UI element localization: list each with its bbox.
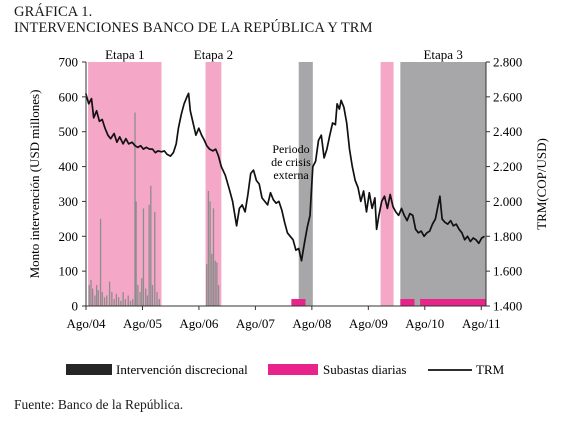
y-axis-title: Monto intervención (USD millones) <box>27 90 42 279</box>
discretionary-bar-25 <box>141 278 143 306</box>
discretionary-bar-14 <box>117 297 120 306</box>
shaded-period-3 <box>380 62 394 306</box>
daily-auction-bar-1 <box>400 299 415 306</box>
y-tick-label-1: 100 <box>59 264 79 279</box>
discretionary-bar-40 <box>214 260 216 306</box>
x-tick-label-4: Ago/08 <box>292 316 331 331</box>
discretionary-bar-39 <box>212 208 215 306</box>
y2-tick-label-5: 2.400 <box>493 124 522 139</box>
discretionary-bar-36 <box>207 190 210 306</box>
discretionary-bar-17 <box>124 299 127 306</box>
discretionary-bar-37 <box>209 201 211 306</box>
discretionary-bar-22 <box>135 201 137 306</box>
discretionary-bar-3 <box>94 295 96 306</box>
x-tick-label-0: Ago/04 <box>67 316 107 331</box>
discretionary-bar-6 <box>99 218 102 306</box>
stage-label-4: Etapa 3 <box>423 47 462 62</box>
discretionary-bar-16 <box>122 292 124 306</box>
y2-tick-label-4: 2.200 <box>493 159 522 174</box>
discretionary-bar-34 <box>158 299 160 306</box>
discretionary-bar-2 <box>92 288 94 306</box>
shaded-period-2 <box>298 62 313 306</box>
y2-tick-label-6: 2.600 <box>493 89 522 104</box>
discretionary-bar-31 <box>151 285 154 306</box>
discretionary-bar-12 <box>113 299 115 306</box>
discretionary-bar-9 <box>106 295 108 306</box>
discretionary-bar-32 <box>154 211 156 306</box>
discretionary-bar-23 <box>137 285 139 306</box>
discretionary-bar-38 <box>211 253 213 306</box>
crisis-annotation-line-0: Periodo <box>272 142 309 156</box>
discretionary-bar-21 <box>134 112 136 307</box>
discretionary-bar-11 <box>111 292 113 306</box>
discretionary-bar-41 <box>216 262 218 306</box>
y-tick-label-3: 300 <box>59 194 79 209</box>
x-tick-label-3: Ago/07 <box>236 316 276 331</box>
legend-label-trm: TRM <box>476 362 505 377</box>
discretionary-bar-15 <box>120 300 122 306</box>
discretionary-bar-8 <box>103 297 106 306</box>
discretionary-bar-4 <box>95 285 98 306</box>
legend-label-discrecional: Intervención discrecional <box>116 362 248 377</box>
figure-number: GRÁFICA 1. <box>14 4 93 20</box>
y-tick-label-4: 400 <box>59 159 79 174</box>
discretionary-bar-29 <box>148 204 150 306</box>
chart-title: INTERVENCIONES BANCO DE LA REPÚBLICA Y T… <box>14 20 373 36</box>
y2-tick-label-7: 2.800 <box>493 55 522 70</box>
source-note: Fuente: Banco de la República. <box>14 397 184 412</box>
discretionary-bar-27 <box>145 288 147 306</box>
y2-tick-label-1: 1.600 <box>493 264 522 279</box>
x-tick-label-5: Ago/09 <box>349 316 388 331</box>
discretionary-bar-30 <box>150 185 152 306</box>
y2-axis-title: TRM(COP/USD) <box>534 138 549 230</box>
x-tick-label-7: Ago/11 <box>462 316 501 331</box>
y-tick-label-0: 0 <box>72 299 79 314</box>
y-tick-label-6: 600 <box>59 89 79 104</box>
y2-tick-label-3: 2.000 <box>493 194 522 209</box>
discretionary-bar-24 <box>139 292 141 306</box>
x-tick-label-6: Ago/10 <box>405 316 444 331</box>
discretionary-bar-10 <box>108 281 111 306</box>
crisis-annotation-line-2: externa <box>273 168 309 182</box>
daily-auction-bar-2 <box>420 299 487 306</box>
x-tick-label-2: Ago/06 <box>179 316 219 331</box>
daily-auction-bar-0 <box>291 299 306 306</box>
trm-line <box>84 92 485 262</box>
crisis-annotation-line-1: de crisis <box>271 155 311 169</box>
discretionary-bar-35 <box>206 264 208 306</box>
y2-tick-label-0: 1.400 <box>493 299 522 314</box>
y2-tick-label-2: 1.800 <box>493 229 522 244</box>
legend-swatch-subastas <box>268 364 318 375</box>
discretionary-bar-18 <box>127 295 129 306</box>
discretionary-bar-19 <box>129 300 132 306</box>
discretionary-bar-28 <box>146 295 149 306</box>
legend-label-subastas: Subastas diarias <box>323 362 406 377</box>
discretionary-bar-5 <box>97 290 99 306</box>
x-tick-label-1: Ago/05 <box>123 316 162 331</box>
y-tick-label-7: 700 <box>59 55 79 70</box>
discretionary-bar-26 <box>142 208 145 306</box>
discretionary-bar-42 <box>217 285 220 306</box>
discretionary-bar-20 <box>132 299 134 306</box>
legend-swatch-discrecional <box>66 364 112 375</box>
shaded-period-4 <box>400 62 486 306</box>
y-tick-label-5: 500 <box>59 124 79 139</box>
y-tick-label-2: 200 <box>59 229 79 244</box>
discretionary-bar-0 <box>88 285 90 306</box>
discretionary-bar-13 <box>115 293 118 306</box>
discretionary-bar-7 <box>101 292 103 306</box>
stage-label-1: Etapa 2 <box>194 47 233 62</box>
stage-label-0: Etapa 1 <box>105 47 144 62</box>
discretionary-bar-33 <box>156 292 158 306</box>
discretionary-bar-1 <box>90 279 92 306</box>
